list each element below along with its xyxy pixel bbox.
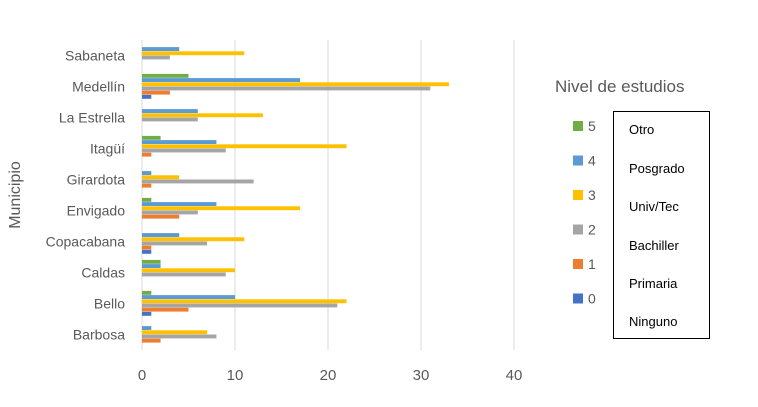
bar [142,51,245,56]
bar [142,241,208,246]
bar [142,202,217,206]
bar [142,135,161,140]
category-label: Caldas [81,265,125,281]
legend-swatch [573,190,583,200]
bar [142,307,189,312]
x-tick-label: 10 [227,367,244,384]
legend-description-box: Otro Posgrado Univ/Tec Bachiller Primari… [613,111,710,339]
legend: 5 4 3 2 1 0 [573,118,596,307]
legend-description: Primaria [629,276,678,291]
bar [142,179,254,184]
bar [142,311,152,316]
bar [142,264,161,268]
bar [142,171,152,175]
category-label: Envigado [67,203,126,219]
legend-description: Bachiller [629,238,679,253]
bar [142,338,161,343]
bar [142,90,170,95]
legend-swatch [573,293,583,304]
bar [142,259,161,264]
bar [142,82,449,87]
bar [142,290,152,295]
bar [142,334,217,339]
bar [142,148,226,153]
bar [142,206,301,211]
legend-label: 3 [588,187,596,203]
bar [142,78,301,82]
bar [142,113,263,118]
bar [142,268,235,273]
legend-label: 2 [588,222,596,238]
x-tick-labels: 0 10 20 30 40 [138,367,523,384]
bar [142,140,217,144]
legend-label: 1 [588,256,596,272]
bar [142,326,152,330]
category-label: Bello [94,296,125,312]
bar [142,249,152,254]
bar [142,152,152,157]
category-label: Itagüí [90,141,125,157]
legend-title: Nivel de estudios [555,77,684,96]
category-label: Girardota [67,172,126,188]
bar [142,303,338,308]
category-label: La Estrella [59,110,125,126]
bar [142,214,180,219]
bar [142,233,180,237]
bar [142,144,347,149]
bar [142,272,226,277]
legend-description: Univ/Tec [629,199,679,214]
bar [142,47,180,51]
bar [142,330,208,335]
bar [142,299,347,304]
bars [142,47,449,343]
legend-label: 0 [588,291,596,307]
legend-label: 5 [588,118,596,134]
bar [142,295,235,299]
category-labels: Sabaneta Medellín La Estrella Itagüí Girardo… [46,48,126,343]
legend-swatch [573,155,583,166]
bar [142,245,152,250]
bar [142,86,431,91]
bar [142,175,180,180]
bar [142,55,170,60]
legend-description: Otro [629,122,655,137]
legend-description: Ninguno [629,314,678,329]
legend-description: Posgrado [629,161,685,176]
bar [142,183,152,188]
category-label: Medellín [72,79,125,95]
legend-swatch [573,224,583,235]
x-tick-label: 30 [413,367,430,384]
category-label: Copacabana [46,234,126,250]
bar [142,117,198,122]
x-tick-label: 40 [506,367,523,384]
legend-swatch [573,259,583,269]
bar [142,237,245,242]
category-label: Barbosa [73,327,125,343]
bar [142,210,198,215]
category-label: Sabaneta [65,48,125,64]
legend-swatch [573,121,583,131]
bar [142,197,152,202]
bar [142,109,198,113]
bar [142,73,189,78]
x-tick-label: 0 [138,367,146,384]
bar [142,94,152,99]
y-axis-label: Municipio [7,161,24,229]
x-tick-label: 20 [320,367,337,384]
legend-label: 4 [588,153,596,169]
